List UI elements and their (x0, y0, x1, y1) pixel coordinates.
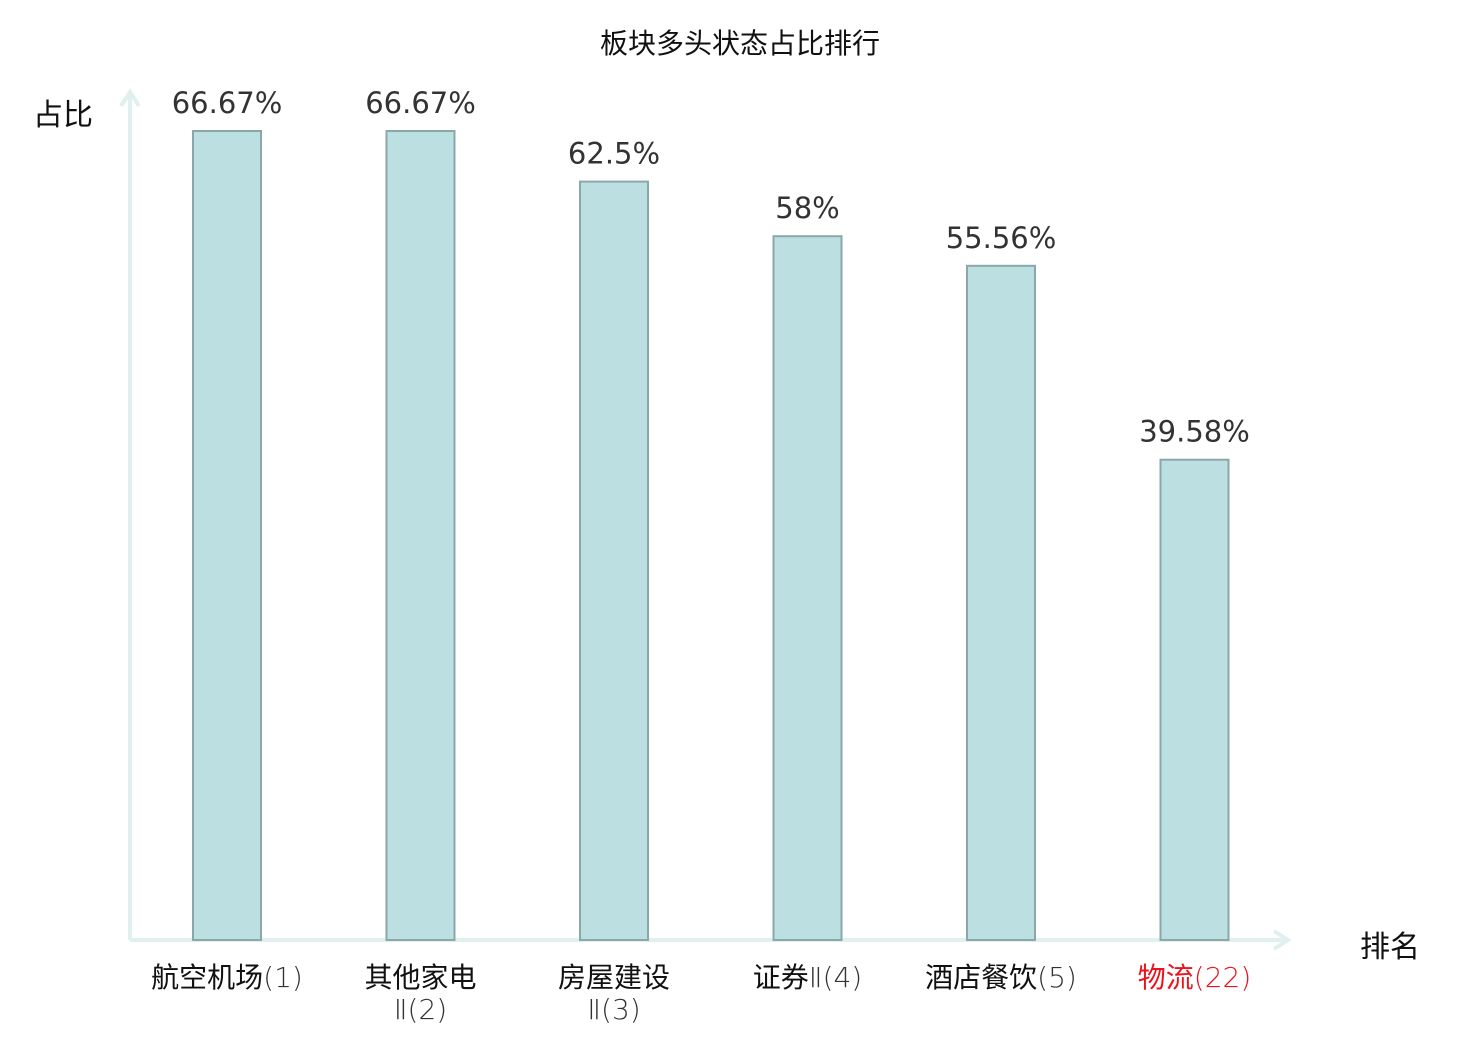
category-rank: (1) (263, 961, 303, 994)
y-axis-label: 占比 (33, 98, 93, 133)
chart-title: 板块多头状态占比排行 (599, 27, 880, 60)
x-tick-label: 其他家电 Ⅱ(2) (321, 962, 521, 1026)
x-tick-label: 航空机场(1) (127, 962, 327, 994)
x-axis-arrow (1272, 929, 1292, 951)
x-tick-label: 酒店餐饮(5) (901, 962, 1101, 994)
x-tick-label: 物流(22) (1095, 962, 1295, 994)
category-name: 航空机场 (151, 961, 264, 994)
y-axis-arrow (119, 88, 141, 108)
category-rank: (22) (1193, 961, 1252, 994)
data-label: 66.67% (172, 86, 283, 120)
data-label: 39.58% (1139, 415, 1250, 449)
category-name: 其他家电 (364, 961, 477, 994)
bar (385, 130, 456, 941)
category-name: 酒店餐饮 (925, 961, 1038, 994)
data-label: 55.56% (946, 221, 1057, 255)
data-label: 66.67% (365, 86, 476, 120)
data-label: 58% (775, 191, 839, 225)
category-name: 房屋建设 (557, 961, 670, 994)
bar (1159, 458, 1230, 941)
x-tick-label: 房屋建设 Ⅱ(3) (514, 962, 714, 1026)
category-rank: (5) (1037, 961, 1077, 994)
x-axis-label: 排名 (1360, 930, 1420, 965)
data-label: 62.5% (568, 137, 660, 171)
x-tick-label: 证券Ⅱ(4) (708, 962, 908, 994)
bar (579, 180, 649, 942)
category-rank: Ⅱ(4) (808, 961, 863, 994)
category-name: 证券 (752, 961, 809, 994)
bar (772, 235, 843, 941)
category-name: 物流 (1137, 961, 1194, 994)
bar (966, 264, 1036, 941)
category-rank: Ⅱ(2) (393, 993, 448, 1026)
category-rank: Ⅱ(3) (587, 993, 641, 1026)
bar (192, 130, 262, 941)
